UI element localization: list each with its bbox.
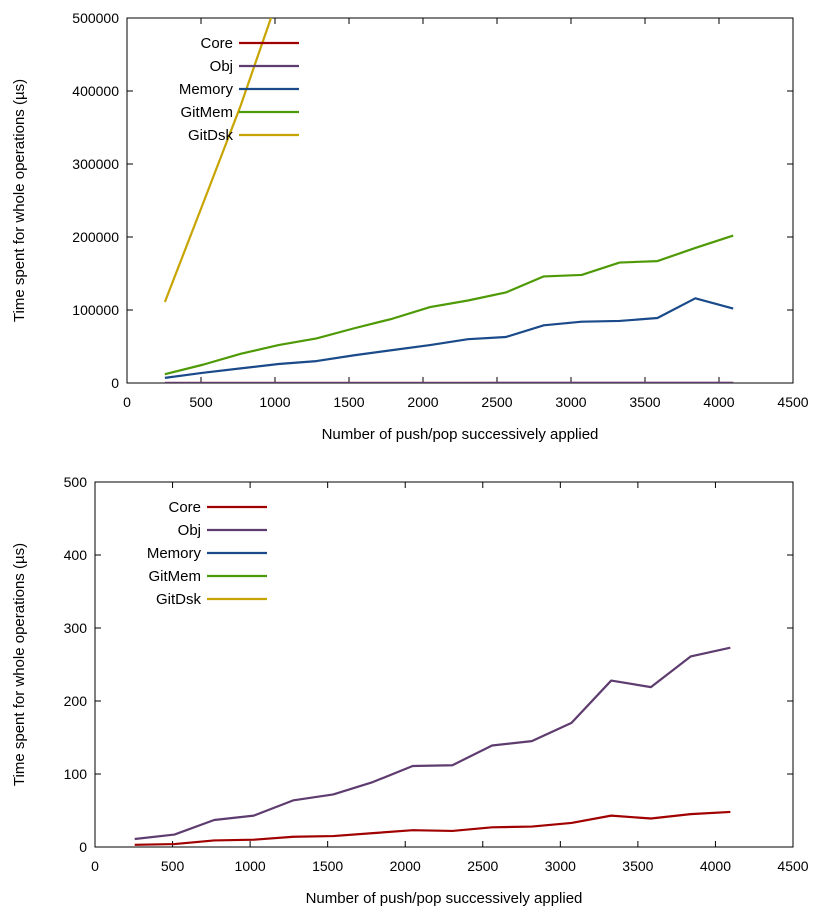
x-tick-label: 4000 bbox=[703, 394, 734, 410]
x-tick-label: 4000 bbox=[700, 858, 731, 874]
x-tick-label: 1000 bbox=[259, 394, 290, 410]
y-tick-label: 500000 bbox=[72, 10, 119, 26]
x-tick-label: 1000 bbox=[235, 858, 266, 874]
legend-label-gitdsk: GitDsk bbox=[188, 127, 234, 144]
series-line-memory bbox=[164, 297, 734, 379]
y-tick-label: 300 bbox=[64, 620, 88, 636]
y-tick-label: 100000 bbox=[72, 302, 119, 318]
x-tick-label: 3000 bbox=[555, 394, 586, 410]
y-tick-label: 0 bbox=[79, 839, 87, 855]
chart-bottom: 0 500 1000 1500 2000 2500 3000 3500 4000 4500 0 100… bbox=[11, 474, 809, 907]
legend-label-gitmem: GitMem bbox=[149, 568, 202, 585]
y-axis-label: Time spent for whole operations (µs) bbox=[11, 79, 28, 322]
legend-label-memory: Memory bbox=[147, 545, 202, 562]
x-tick-label: 500 bbox=[161, 858, 185, 874]
legend-label-core: Core bbox=[200, 35, 233, 52]
x-axis-label: Number of push/pop successively applied bbox=[306, 890, 583, 907]
y-tick-label: 400 bbox=[64, 547, 88, 563]
legend-label-memory: Memory bbox=[179, 81, 234, 98]
legend-label-obj: Obj bbox=[178, 522, 201, 539]
x-tick-label: 0 bbox=[91, 858, 99, 874]
y-tick-label: 300000 bbox=[72, 156, 119, 172]
x-tick-label: 2500 bbox=[481, 394, 512, 410]
x-tick-label: 2000 bbox=[390, 858, 421, 874]
x-tick-label: 500 bbox=[189, 394, 213, 410]
x-tick-label: 3500 bbox=[622, 858, 653, 874]
series-line-core bbox=[134, 810, 731, 846]
legend-label-obj: Obj bbox=[210, 58, 233, 75]
legend-label-gitdsk: GitDsk bbox=[156, 591, 202, 608]
x-tick-label: 3000 bbox=[545, 858, 576, 874]
y-axis-label: Time spent for whole operations (µs) bbox=[11, 543, 28, 786]
series-lines bbox=[163, 18, 734, 383]
legend-label-core: Core bbox=[168, 499, 201, 516]
x-axis-label: Number of push/pop successively applied bbox=[322, 426, 599, 443]
y-tick-label: 200 bbox=[64, 693, 88, 709]
series-line-gitmem bbox=[164, 234, 734, 376]
y-tick-label: 400000 bbox=[72, 83, 119, 99]
chart-top: 0 500 1000 1500 2000 2500 3000 3500 4000 4500 0 100… bbox=[11, 10, 809, 443]
x-tick-label: 4500 bbox=[777, 858, 808, 874]
x-tick-label: 2000 bbox=[407, 394, 438, 410]
y-tick-label: 200000 bbox=[72, 229, 119, 245]
y-tick-label: 500 bbox=[64, 474, 88, 490]
x-tick-label: 1500 bbox=[312, 858, 343, 874]
x-tick-label: 3500 bbox=[629, 394, 660, 410]
x-tick-label: 0 bbox=[123, 394, 131, 410]
legend-label-gitmem: GitMem bbox=[181, 104, 234, 121]
series-line-obj bbox=[134, 646, 731, 841]
y-tick-label: 100 bbox=[64, 766, 88, 782]
y-tick-label: 0 bbox=[111, 375, 119, 391]
x-tick-label: 2500 bbox=[467, 858, 498, 874]
plot-frame bbox=[94, 481, 794, 848]
x-tick-label: 1500 bbox=[333, 394, 364, 410]
series-line-gitdsk bbox=[163, 18, 273, 303]
x-tick-label: 4500 bbox=[777, 394, 808, 410]
series-lines bbox=[134, 646, 731, 846]
